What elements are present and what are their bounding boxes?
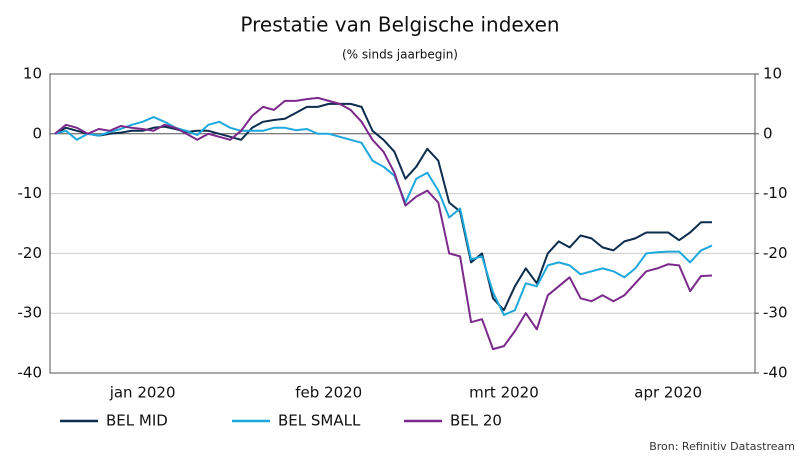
x-tick-label: feb 2020 [295,384,362,402]
legend-label: BEL SMALL [278,412,361,430]
y2-tick-label: -10 [763,184,788,202]
y2-tick-label: -30 [763,304,788,322]
y-tick-label: 10 [23,65,42,83]
x-tick-label: jan 2020 [109,384,176,402]
series-line [54,102,712,312]
y-tick-label: 0 [32,124,42,142]
y-tick-label: -40 [18,364,43,382]
y2-tick-label: 0 [763,124,773,142]
source: Bron: Refinitiv Datastream [649,440,795,453]
y-tick-label: -10 [18,184,43,202]
y-tick-label: -30 [18,304,43,322]
chart-title: Prestatie van Belgische indexen [240,13,559,37]
legend-label: BEL 20 [450,412,502,430]
y2-tick-label: -40 [763,364,788,382]
x-tick-label: mrt 2020 [469,384,539,402]
y2-tick-label: -20 [763,244,788,262]
series-line [54,116,713,316]
plot-frame [49,73,756,374]
chart-subtitle: (% sinds jaarbegin) [342,48,458,62]
y-tick-label: -20 [18,244,43,262]
legend-label: BEL MID [106,412,168,430]
y2-tick-label: 10 [763,65,782,83]
series-line [54,96,713,351]
x-tick-label: apr 2020 [634,384,702,402]
